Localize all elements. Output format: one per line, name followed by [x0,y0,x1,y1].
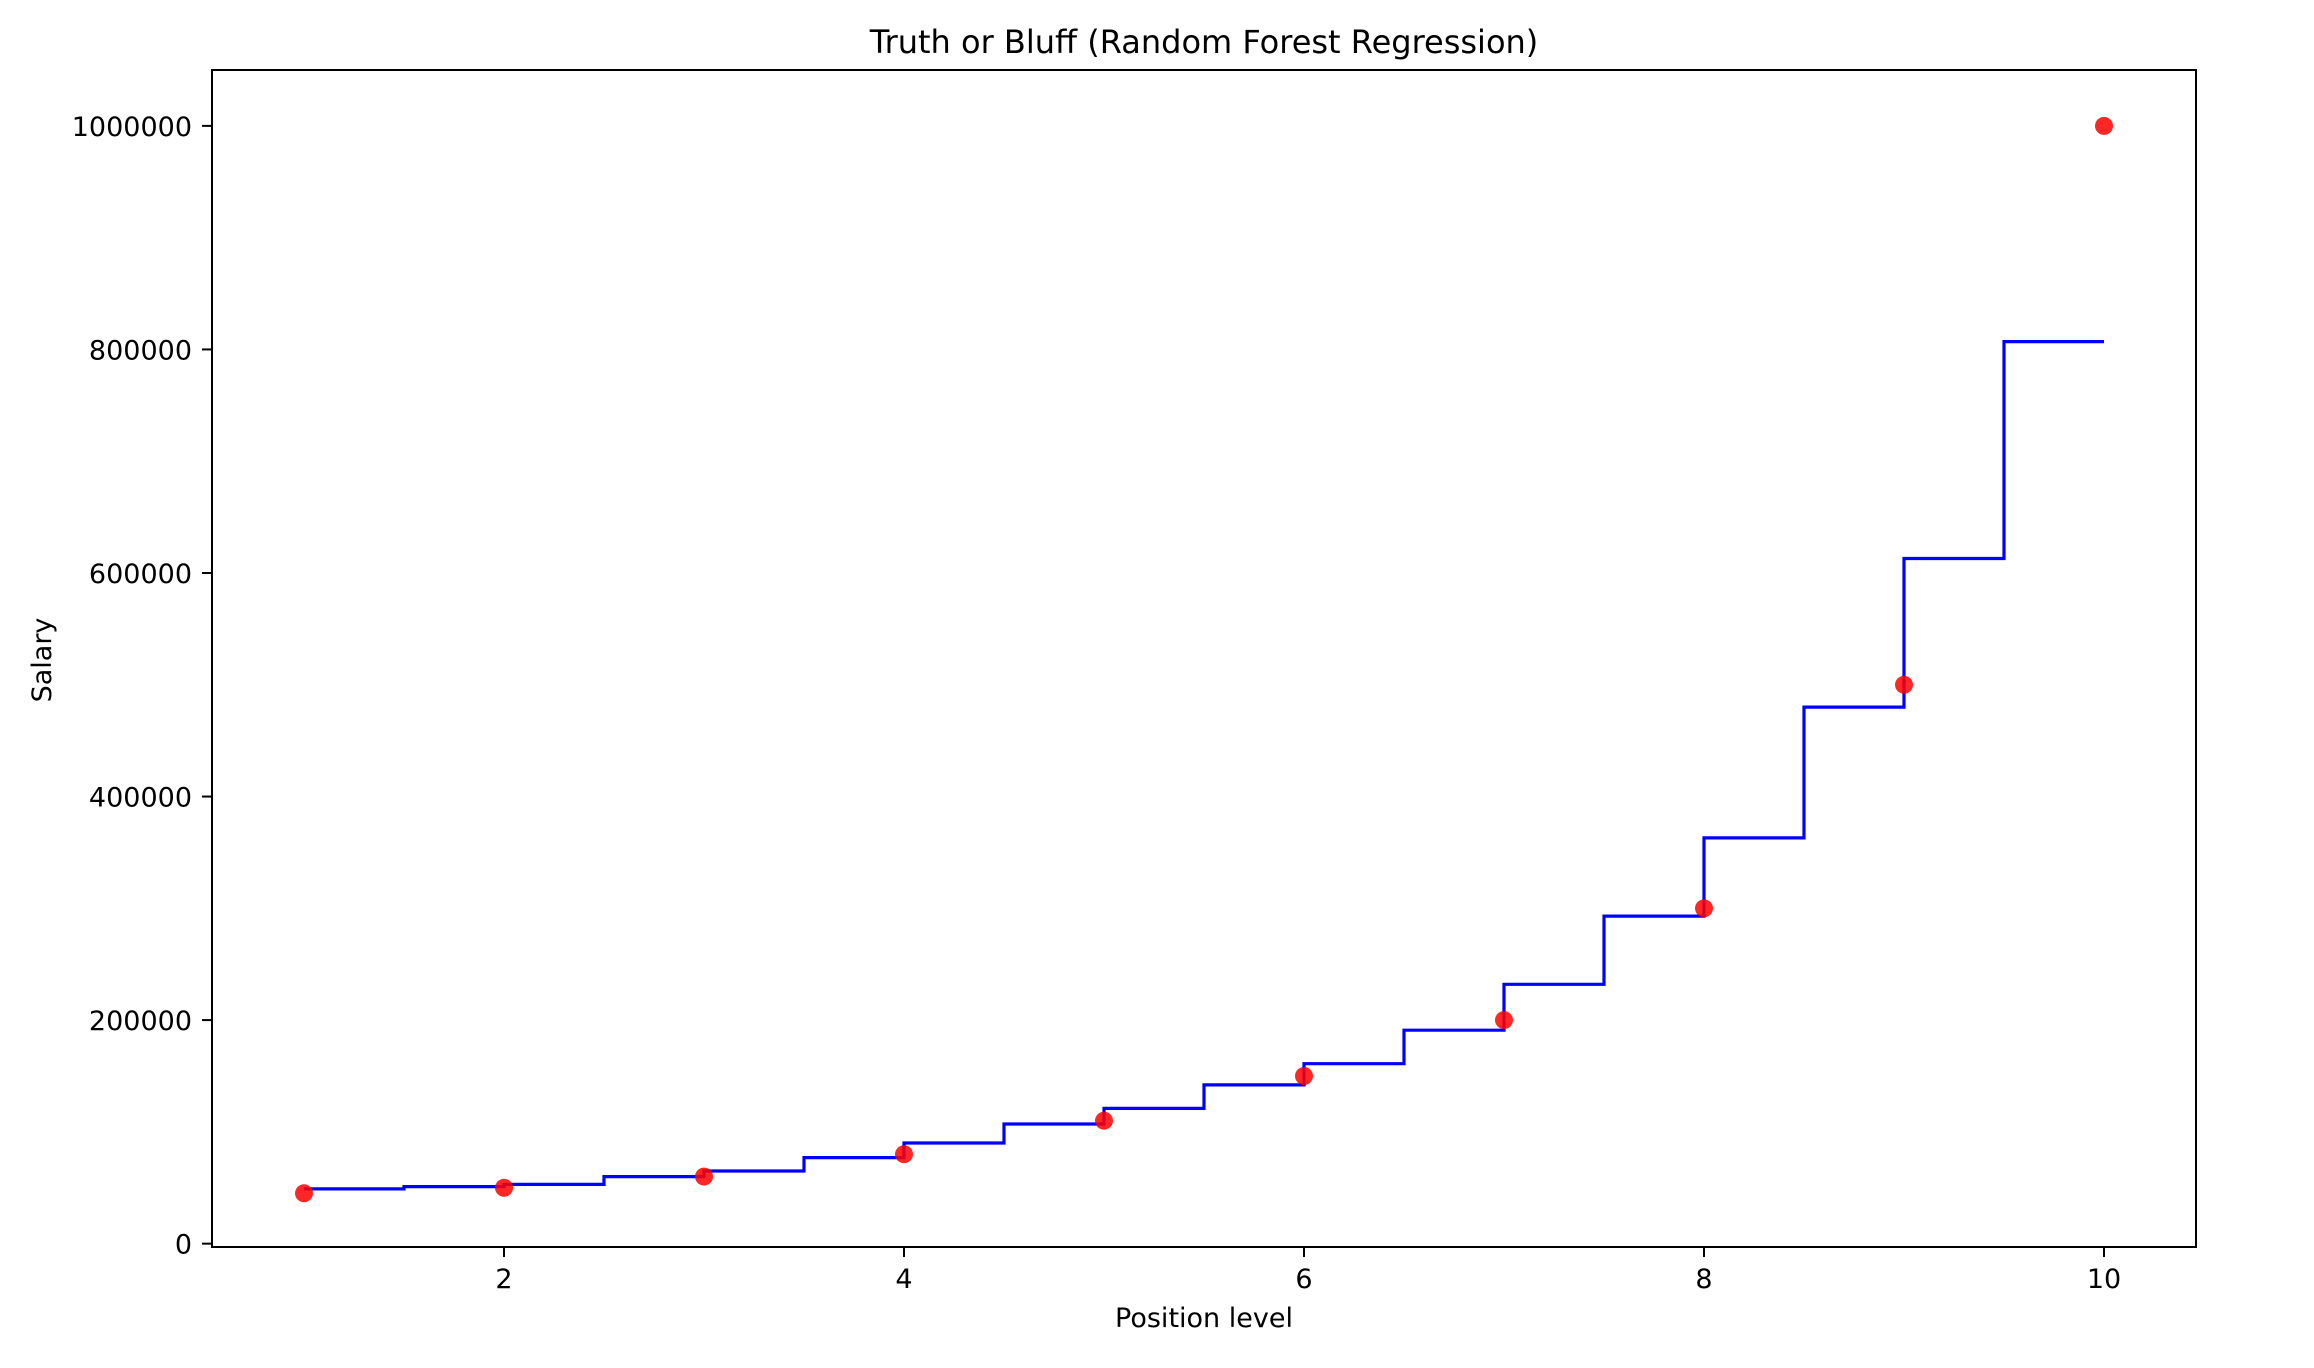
scatter-point [895,1145,913,1164]
scatter-points [295,116,2113,1203]
scatter-point [1095,1111,1113,1130]
x-tick-label: 8 [1695,1264,1712,1295]
x-tick-label: 4 [895,1264,912,1295]
scatter-point [695,1167,713,1186]
y-tick-label: 0 [175,1230,192,1261]
scatter-point [495,1178,513,1197]
y-tick-label: 1000000 [72,112,192,143]
x-tick-label: 2 [495,1264,512,1295]
scatter-point [1295,1067,1313,1085]
scatter-point [1895,675,1913,694]
chart-title: Truth or Bluff (Random Forest Regression… [869,23,1539,61]
plot-area [295,116,2113,1203]
regression-step-line [304,340,2104,1191]
y-tick-label: 800000 [89,335,192,366]
y-axis: 0 200000 400000 600000 800000 1000000 [72,112,212,1261]
scatter-point [1495,1011,1513,1030]
axes-frame [211,69,2197,1248]
scatter-point [1695,899,1713,918]
x-tick-label: 10 [2087,1264,2121,1295]
y-axis-label: Salary [27,618,58,703]
y-tick-label: 600000 [89,559,192,590]
scatter-point [2095,116,2113,135]
y-tick-label: 200000 [89,1006,192,1037]
y-tick-label: 400000 [89,783,192,814]
x-axis: 2 4 6 8 10 [495,1247,2121,1295]
scatter-point [295,1184,313,1203]
x-tick-label: 6 [1295,1264,1312,1295]
x-axis-label: Position level [1115,1303,1293,1334]
